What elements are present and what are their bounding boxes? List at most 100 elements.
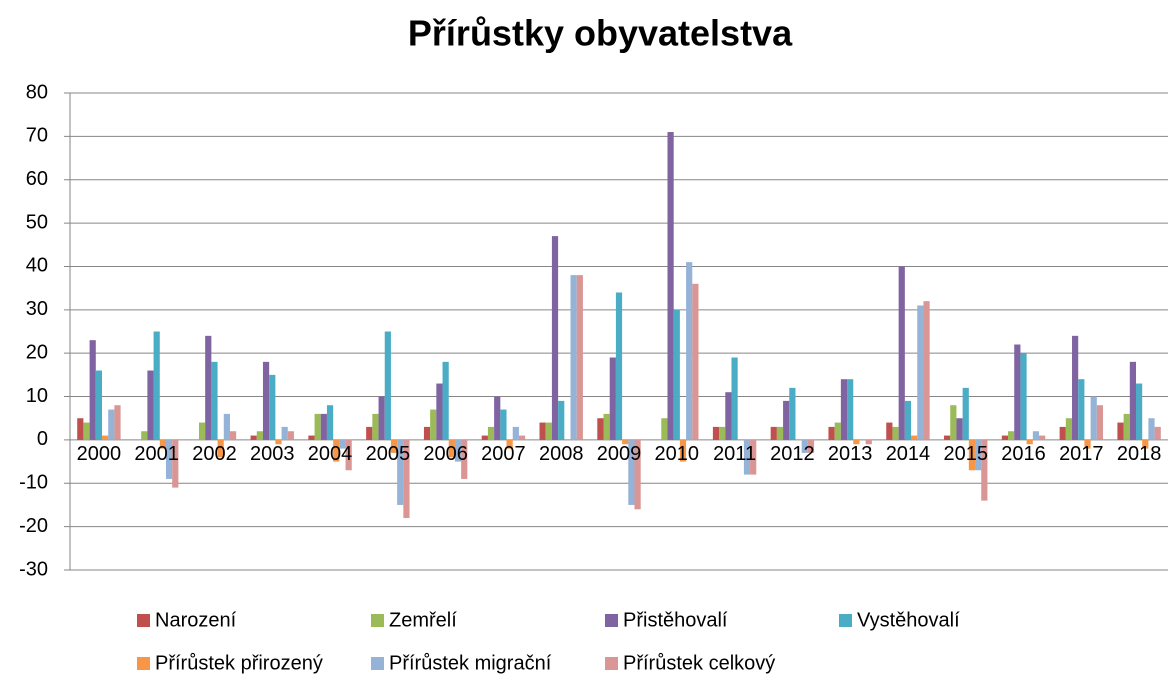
bar xyxy=(628,439,635,505)
bar xyxy=(570,275,577,440)
bar xyxy=(865,439,872,445)
bar xyxy=(461,439,468,479)
bar xyxy=(481,435,488,440)
bar xyxy=(783,400,790,440)
bar xyxy=(1059,426,1066,440)
bar xyxy=(83,422,90,440)
x-tick-label: 2013 xyxy=(828,443,873,465)
bar xyxy=(339,439,346,449)
bar xyxy=(1001,435,1009,440)
bar xyxy=(609,357,616,440)
bar xyxy=(622,439,629,445)
bar xyxy=(1136,383,1143,440)
bar xyxy=(834,422,841,440)
bar xyxy=(686,262,693,440)
bar xyxy=(211,361,218,440)
x-tick-label: 2010 xyxy=(655,443,700,465)
bar xyxy=(1072,335,1079,440)
y-tick-label: 50 xyxy=(26,211,48,233)
bar xyxy=(108,409,115,440)
legend-label: Vystěhovalí xyxy=(857,609,960,631)
bar xyxy=(576,275,583,440)
bar xyxy=(114,405,121,440)
bar xyxy=(153,331,160,440)
bar xyxy=(776,426,784,440)
bar xyxy=(551,236,559,440)
bar xyxy=(518,435,526,440)
x-tick-label: 2002 xyxy=(192,443,237,465)
bar xyxy=(917,305,924,440)
bar xyxy=(500,409,507,440)
bar xyxy=(287,431,294,440)
bar xyxy=(750,439,757,475)
x-tick-label: 2005 xyxy=(366,443,411,465)
bar xyxy=(545,422,552,440)
y-tick-label: 0 xyxy=(37,428,48,450)
x-tick-label: 2015 xyxy=(943,443,988,465)
legend-swatch xyxy=(137,657,150,670)
bar xyxy=(615,292,623,440)
bar xyxy=(847,379,854,440)
x-tick-label: 2008 xyxy=(539,443,584,465)
bar xyxy=(397,439,404,505)
legend-swatch xyxy=(605,657,618,670)
bar xyxy=(384,331,391,440)
bar xyxy=(256,431,263,440)
bar xyxy=(1078,379,1085,440)
bar xyxy=(1142,439,1149,449)
bar xyxy=(423,426,431,440)
x-tick-label: 2006 xyxy=(423,443,468,465)
x-tick-label: 2016 xyxy=(1001,443,1046,465)
bar xyxy=(853,439,860,445)
bar xyxy=(603,413,610,440)
bar xyxy=(229,431,237,440)
bar xyxy=(506,439,513,449)
bar xyxy=(923,301,930,440)
legend-swatch xyxy=(371,657,384,670)
bar xyxy=(801,439,808,453)
bar xyxy=(147,370,154,440)
x-tick-label: 2018 xyxy=(1117,443,1162,465)
bar xyxy=(269,374,276,440)
bar xyxy=(911,435,918,440)
y-tick-label: 30 xyxy=(26,298,48,320)
legend-swatch xyxy=(137,614,150,627)
bar xyxy=(403,439,410,518)
bar xyxy=(436,383,443,440)
bar xyxy=(314,413,321,440)
bar xyxy=(1014,344,1021,440)
bar xyxy=(1032,431,1040,440)
bar xyxy=(95,370,102,440)
legend-label: Přírůstek přirozený xyxy=(155,652,323,674)
x-tick-label: 2003 xyxy=(250,443,295,465)
bar xyxy=(950,405,957,440)
bar xyxy=(956,418,963,440)
bar xyxy=(454,439,462,462)
bar xyxy=(141,431,148,440)
bar xyxy=(807,439,815,453)
bar xyxy=(743,439,751,475)
bar xyxy=(661,418,668,440)
bar xyxy=(275,439,282,445)
legend-label: Přistěhovalí xyxy=(623,609,728,631)
y-tick-label: 40 xyxy=(26,255,48,277)
x-tick-label: 2004 xyxy=(308,443,353,465)
bar xyxy=(494,396,501,440)
bar xyxy=(378,396,385,440)
bar xyxy=(165,439,173,479)
bar xyxy=(1148,418,1155,440)
bar xyxy=(712,426,720,440)
bar xyxy=(1096,405,1104,440)
x-tick-label: 2001 xyxy=(134,443,179,465)
bar xyxy=(1129,361,1137,440)
x-tick-label: 2017 xyxy=(1059,443,1104,465)
bar xyxy=(345,439,352,471)
bar xyxy=(205,335,212,440)
x-tick-label: 2000 xyxy=(77,443,122,465)
y-tick-label: 60 xyxy=(26,168,48,190)
legend-swatch xyxy=(371,614,384,627)
bar xyxy=(962,387,969,440)
bar xyxy=(281,426,288,440)
bar xyxy=(975,439,982,471)
y-tick-label: 70 xyxy=(26,125,48,147)
